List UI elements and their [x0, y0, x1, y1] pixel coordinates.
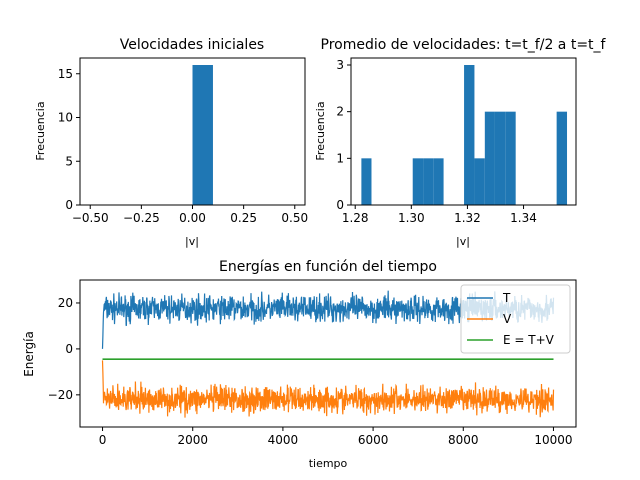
histogram-bar [474, 158, 485, 205]
histogram-bar [464, 65, 475, 205]
ax2-ytick-label: 3 [336, 58, 344, 72]
legend-box [460, 284, 571, 354]
histogram-bar [361, 158, 372, 205]
ax2-frame [350, 57, 577, 206]
ax1-xtick-label: 0.25 [230, 211, 257, 225]
ax3-xtick-label: 6000 [358, 433, 389, 447]
ax3-frame [79, 279, 577, 428]
legend-label: E = T+V [503, 333, 555, 347]
histogram-bar [192, 65, 213, 205]
ax2-xtick-label: 1.34 [510, 211, 537, 225]
ax3-ytick-label: −20 [48, 388, 73, 402]
ax1-xtick-label: 0.50 [281, 211, 308, 225]
ax1-ytick-label: 0 [65, 198, 73, 212]
ax2-xtick-label: 1.30 [398, 211, 425, 225]
ax3-xtick-label: 10000 [534, 433, 572, 447]
average-velocity-histogram: Promedio de velocidades: t=t_f/2 a t=t_f… [314, 37, 607, 248]
ax1-frame [79, 57, 306, 206]
histogram-bar [433, 158, 444, 205]
ax1-ytick-label: 5 [65, 154, 73, 168]
series-line-v [101, 360, 555, 418]
ax2-title: Promedio de velocidades: t=t_f/2 a t=t_f [321, 37, 607, 53]
initial-velocity-histogram: Velocidades iniciales −0.50 −0.25 0.00 0.25… [34, 37, 308, 248]
ax3-xtick-label: 0 [99, 433, 107, 447]
histogram-bar [505, 111, 516, 205]
ax3-xtick-label: 2000 [177, 433, 208, 447]
ax3-xlabel: tiempo [309, 457, 348, 470]
ax2-xtick-label: 1.32 [454, 211, 481, 225]
ax2-ytick-label: 2 [336, 105, 344, 119]
legend-label: T [502, 291, 511, 305]
ax2-xtick-label: 1.28 [342, 211, 369, 225]
ax1-xtick-label: −0.25 [123, 211, 160, 225]
ax2-xlabel: |v| [456, 235, 470, 248]
histogram-bar [423, 158, 434, 205]
ax3-ytick-label: 20 [58, 296, 73, 310]
ax2-ytick-label: 0 [336, 198, 344, 212]
ax2-ytick-label: 1 [336, 151, 344, 165]
ax1-xtick-label: −0.50 [72, 211, 109, 225]
energy-timeseries: Energías en función del tiempo 0 2000 4000… [22, 259, 577, 470]
ax1-ytick-label: 10 [58, 111, 73, 125]
histogram-bar [494, 111, 506, 205]
ax1-xtick-label: 0.00 [179, 211, 206, 225]
ax3-title: Energías en función del tiempo [219, 259, 437, 275]
histogram-bar [556, 111, 568, 205]
ax3-xtick-label: 4000 [268, 433, 299, 447]
ax3-xtick-label: 8000 [448, 433, 479, 447]
ax1-ytick-label: 15 [58, 67, 73, 81]
ax3-ylabel: Energía [22, 331, 36, 377]
ax1-ylabel: Frecuencia [34, 101, 47, 160]
histogram-bar [412, 158, 424, 205]
energy-legend: TV E = T+V [460, 284, 571, 354]
ax2-ylabel: Frecuencia [314, 101, 327, 160]
legend-label: V [503, 312, 512, 326]
ax1-title: Velocidades iniciales [120, 37, 264, 53]
ax1-xlabel: |v| [185, 235, 199, 248]
histogram-bar [484, 111, 495, 205]
ax3-ytick-label: 0 [65, 342, 73, 356]
